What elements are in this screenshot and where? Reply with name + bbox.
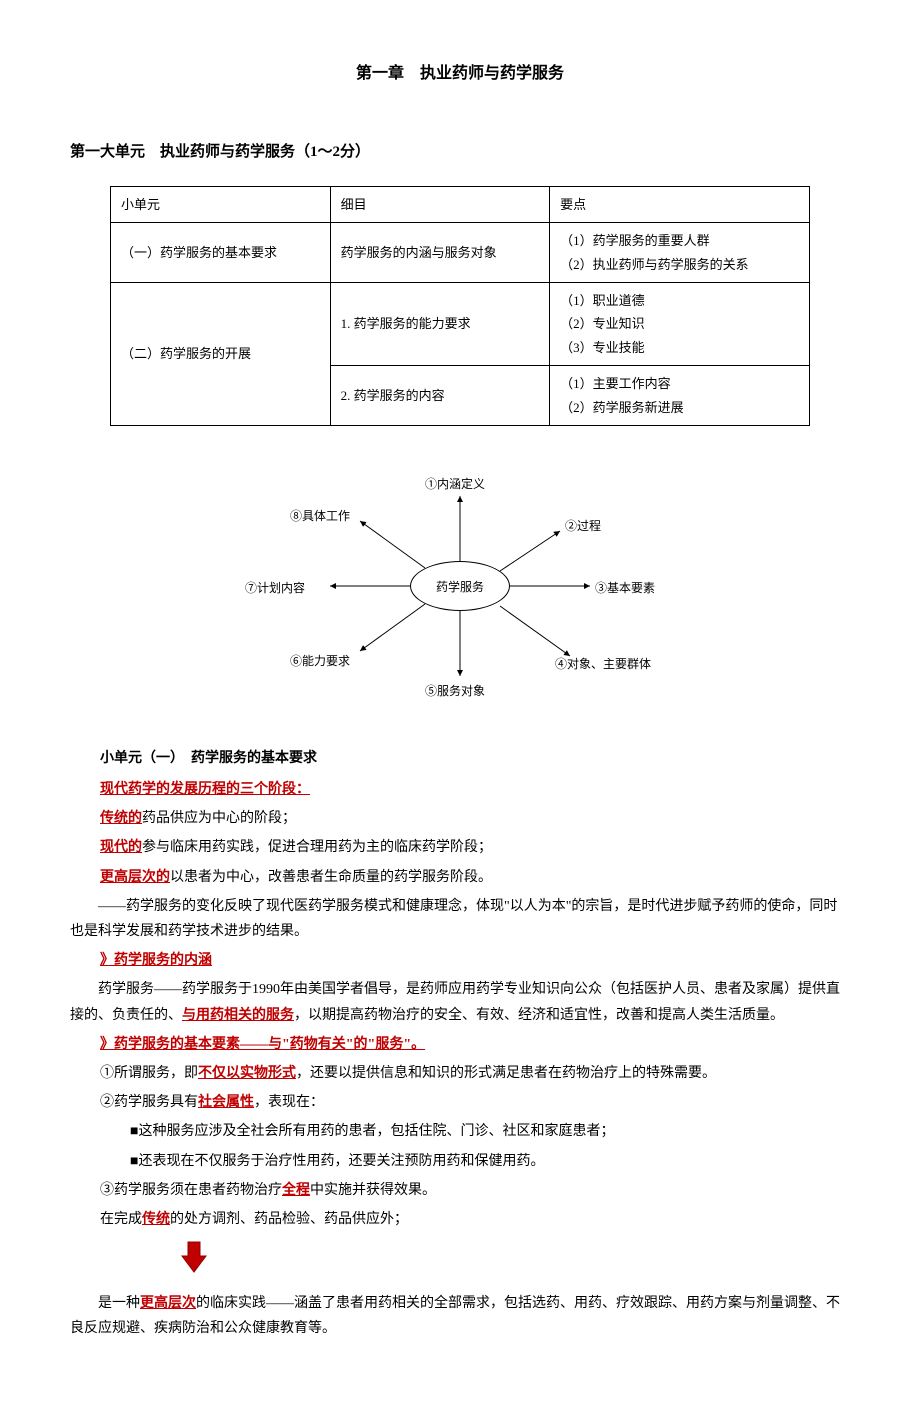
diagram-center: 药学服务 bbox=[410, 561, 510, 611]
diagram-node: ⑧具体工作 bbox=[290, 506, 350, 528]
cell-unit: （二）药学服务的开展 bbox=[111, 282, 331, 425]
plain-text: 参与临床用药实践，促进合理用药为主的临床药学阶段； bbox=[142, 840, 492, 855]
square-bullet: ■这种服务应涉及全社会所有用药的患者，包括住院、门诊、社区和家庭患者； bbox=[130, 1119, 850, 1144]
diagram-node: ④对象、主要群体 bbox=[555, 654, 651, 676]
red-underline-text: 传统的 bbox=[100, 811, 142, 826]
square-bullet: ■还表现在不仅服务于治疗性用药，还要关注预防用药和保健用药。 bbox=[130, 1149, 850, 1174]
cell-point: （1）药学服务的重要人群 （2）执业药师与药学服务的关系 bbox=[550, 223, 810, 283]
cell-item: 药学服务的内涵与服务对象 bbox=[330, 223, 550, 283]
red-underline-text: 》药学服务的内涵 bbox=[100, 953, 212, 968]
table-row: （一）药学服务的基本要求 药学服务的内涵与服务对象 （1）药学服务的重要人群 （… bbox=[111, 223, 810, 283]
point-line: （1）主要工作内容 bbox=[560, 372, 799, 395]
red-underline-text: 更高层次的 bbox=[100, 870, 170, 885]
stage-line: 更高层次的以患者为中心，改善患者生命质量的药学服务阶段。 bbox=[100, 865, 850, 890]
red-underline-text: 现代药学的发展历程的三个阶段： bbox=[100, 782, 310, 797]
plain-text: 药品供应为中心的阶段； bbox=[142, 811, 296, 826]
plain-text: 中实施并获得效果。 bbox=[310, 1183, 436, 1198]
plain-text: 的处方调剂、药品检验、药品供应外； bbox=[170, 1212, 408, 1227]
bullet-line: ③药学服务须在患者药物治疗全程中实施并获得效果。 bbox=[100, 1178, 850, 1203]
diagram-node: ⑦计划内容 bbox=[245, 578, 305, 600]
red-underline-text: 现代的 bbox=[100, 840, 142, 855]
red-underline-text: 》药学服务的基本要素——与"药物有关"的"服务"。 bbox=[100, 1037, 425, 1052]
red-underline-text: 全程 bbox=[282, 1183, 310, 1198]
red-underline-text: 社会属性 bbox=[198, 1095, 254, 1110]
cell-point: （1）主要工作内容 （2）药学服务新进展 bbox=[550, 366, 810, 426]
down-arrow-icon bbox=[180, 1240, 850, 1283]
section-marker: 》药学服务的内涵 bbox=[100, 948, 850, 973]
plain-text: 是一种 bbox=[98, 1296, 140, 1311]
red-underline-text: 更高层次 bbox=[140, 1296, 196, 1311]
stage-line: 现代的参与临床用药实践，促进合理用药为主的临床药学阶段； bbox=[100, 835, 850, 860]
red-underline-text: 不仅以实物形式 bbox=[198, 1066, 296, 1081]
point-line: （2）执业药师与药学服务的关系 bbox=[560, 253, 799, 276]
point-line: （3）专业技能 bbox=[560, 336, 799, 359]
chapter-title: 第一章 执业药师与药学服务 bbox=[70, 60, 850, 89]
plain-text: ，表现在： bbox=[254, 1095, 324, 1110]
plain-text: ，还要以提供信息和知识的形式满足患者在药物治疗上的特殊需要。 bbox=[296, 1066, 716, 1081]
concept-diagram: 药学服务 ①内涵定义 ⑧具体工作 ②过程 ⑦计划内容 ③基本要素 ⑥能力要求 ④… bbox=[210, 456, 710, 716]
plain-text: ②药学服务具有 bbox=[100, 1095, 198, 1110]
point-line: （2）专业知识 bbox=[560, 312, 799, 335]
cell-item: 1. 药学服务的能力要求 bbox=[330, 282, 550, 365]
point-line: （1）药学服务的重要人群 bbox=[560, 229, 799, 252]
paragraph: ——药学服务的变化反映了现代医药学服务模式和健康理念，体现"以人为本"的宗旨，是… bbox=[70, 894, 850, 944]
cell-point: （1）职业道德 （2）专业知识 （3）专业技能 bbox=[550, 282, 810, 365]
stage-line: 传统的药品供应为中心的阶段； bbox=[100, 806, 850, 831]
col-header-point: 要点 bbox=[550, 186, 810, 222]
col-header-unit: 小单元 bbox=[111, 186, 331, 222]
bullet-line: ②药学服务具有社会属性，表现在： bbox=[100, 1090, 850, 1115]
plain-text: 在完成 bbox=[100, 1212, 142, 1227]
red-underline-text: 与用药相关的服务 bbox=[182, 1008, 294, 1023]
plain-text: ，以期提高药物治疗的安全、有效、经济和适宜性，改善和提高人类生活质量。 bbox=[294, 1008, 784, 1023]
diagram-node: ③基本要素 bbox=[595, 578, 655, 600]
diagram-node: ①内涵定义 bbox=[425, 474, 485, 496]
paragraph: 药学服务——药学服务于1990年由美国学者倡导，是药师应用药学专业知识向公众（包… bbox=[70, 977, 850, 1027]
cell-item: 2. 药学服务的内容 bbox=[330, 366, 550, 426]
diagram-node: ⑥能力要求 bbox=[290, 651, 350, 673]
plain-text: ③药学服务须在患者药物治疗 bbox=[100, 1183, 282, 1198]
table-row: 小单元 细目 要点 bbox=[111, 186, 810, 222]
red-underline-text: 传统 bbox=[142, 1212, 170, 1227]
unit-title: 第一大单元 执业药师与药学服务（1～2分） bbox=[70, 139, 850, 166]
col-header-item: 细目 bbox=[330, 186, 550, 222]
bullet-line: 在完成传统的处方调剂、药品检验、药品供应外； bbox=[100, 1207, 850, 1232]
plain-text: ①所谓服务，即 bbox=[100, 1066, 198, 1081]
plain-text: 以患者为中心，改善患者生命质量的药学服务阶段。 bbox=[170, 870, 492, 885]
point-line: （1）职业道德 bbox=[560, 289, 799, 312]
bullet-line: ①所谓服务，即不仅以实物形式，还要以提供信息和知识的形式满足患者在药物治疗上的特… bbox=[100, 1061, 850, 1086]
heading-line: 现代药学的发展历程的三个阶段： bbox=[100, 777, 850, 802]
point-line: （2）药学服务新进展 bbox=[560, 396, 799, 419]
section-marker: 》药学服务的基本要素——与"药物有关"的"服务"。 bbox=[100, 1032, 850, 1057]
subunit-title: 小单元（一） 药学服务的基本要求 bbox=[100, 746, 850, 771]
cell-unit: （一）药学服务的基本要求 bbox=[111, 223, 331, 283]
diagram-node: ⑤服务对象 bbox=[425, 681, 485, 703]
syllabus-table: 小单元 细目 要点 （一）药学服务的基本要求 药学服务的内涵与服务对象 （1）药… bbox=[110, 186, 810, 426]
paragraph: 是一种更高层次的临床实践——涵盖了患者用药相关的全部需求，包括选药、用药、疗效跟… bbox=[70, 1291, 850, 1341]
table-row: （二）药学服务的开展 1. 药学服务的能力要求 （1）职业道德 （2）专业知识 … bbox=[111, 282, 810, 365]
diagram-node: ②过程 bbox=[565, 516, 601, 538]
